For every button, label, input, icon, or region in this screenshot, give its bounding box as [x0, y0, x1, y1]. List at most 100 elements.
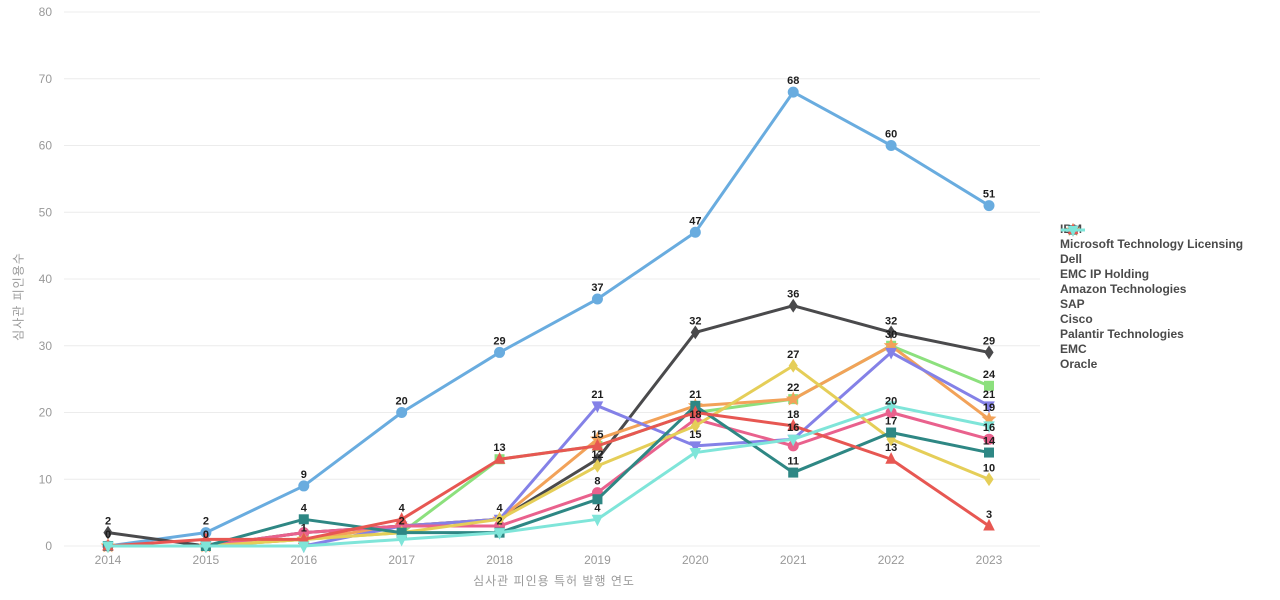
triangle-down-marker[interactable]	[689, 448, 702, 460]
legend-item-dell[interactable]: Dell	[1060, 225, 1243, 266]
y-tick-label: 10	[39, 472, 53, 486]
circle-marker[interactable]	[689, 226, 701, 238]
data-label: 47	[689, 215, 701, 227]
triangle-down-marker[interactable]	[591, 401, 604, 413]
data-label: 4	[594, 502, 601, 514]
legend-item-microsoft-technology-licensing[interactable]: Microsoft Technology Licensing	[1060, 223, 1244, 251]
data-label: 13	[885, 442, 897, 454]
diamond-marker[interactable]	[690, 418, 700, 433]
legend-item-cisco[interactable]: Cisco	[1060, 223, 1243, 326]
triangle-down-marker[interactable]	[689, 441, 702, 453]
square-marker[interactable]	[886, 427, 897, 438]
diamond-marker[interactable]	[690, 325, 700, 340]
square-marker[interactable]	[984, 380, 994, 391]
circle-marker[interactable]	[494, 346, 506, 358]
circle-marker[interactable]	[885, 140, 897, 151]
legend-label: Cisco	[1060, 312, 1093, 326]
legend-item-oracle[interactable]: Oracle	[1060, 226, 1243, 371]
triangle-down-marker[interactable]	[395, 534, 408, 547]
y-tick-label: 30	[39, 339, 53, 353]
circle-marker[interactable]	[983, 200, 995, 212]
data-label: 17	[885, 416, 897, 428]
circle-marker[interactable]	[396, 407, 408, 418]
data-label: 0	[203, 529, 209, 541]
data-label: 30	[885, 329, 897, 341]
series-oracle	[102, 401, 995, 554]
data-label: 68	[787, 75, 799, 87]
data-label: 14	[983, 436, 996, 448]
triangle-down-marker[interactable]	[591, 514, 604, 527]
legend-item-sap[interactable]: SAP	[1060, 225, 1243, 311]
diamond-marker[interactable]	[494, 512, 505, 527]
x-tick-label: 2016	[290, 553, 317, 567]
data-label: 22	[787, 382, 799, 394]
data-label: 29	[983, 335, 995, 347]
series-microsoft-technology-licensing	[103, 298, 994, 553]
legend-label: Oracle	[1060, 357, 1098, 371]
legend-item-palantir-technologies[interactable]: Palantir Technologies	[1060, 225, 1243, 341]
legend-label: Microsoft Technology Licensing	[1060, 237, 1244, 251]
legend-item-emc-ip-holding[interactable]: EMC IP Holding	[1060, 223, 1243, 281]
square-marker[interactable]	[788, 467, 799, 478]
triangle-up-marker[interactable]	[885, 452, 897, 464]
triangle-up-marker[interactable]	[787, 418, 800, 431]
x-tick-label: 2015	[193, 553, 220, 567]
data-label: 8	[594, 476, 600, 488]
legend-label: EMC IP Holding	[1060, 267, 1150, 281]
data-label: 4	[399, 502, 406, 514]
diamond-marker[interactable]	[788, 358, 798, 373]
triangle-up-marker[interactable]	[493, 452, 506, 464]
y-tick-label: 70	[39, 72, 53, 86]
data-label: 21	[983, 389, 995, 401]
circle-marker[interactable]	[591, 293, 603, 305]
diamond-marker[interactable]	[984, 472, 994, 487]
data-label: 4	[301, 502, 308, 514]
data-label: 2	[496, 516, 502, 528]
legend-item-ibm[interactable]: IBM	[1060, 222, 1243, 236]
x-tick-label: 2021	[780, 553, 807, 567]
triangle-down-marker[interactable]	[102, 541, 114, 554]
triangle-down-marker[interactable]	[983, 401, 995, 413]
data-label: 1	[301, 522, 307, 534]
data-label: 9	[301, 469, 307, 481]
triangle-down-marker[interactable]	[787, 434, 800, 447]
square-marker[interactable]	[984, 447, 994, 458]
circle-marker[interactable]	[298, 480, 310, 492]
square-marker[interactable]	[298, 514, 309, 525]
x-tick-label: 2023	[976, 553, 1003, 567]
triangle-up-marker[interactable]	[591, 438, 604, 451]
triangle-down-marker[interactable]	[983, 421, 995, 433]
triangle-down-marker[interactable]	[200, 541, 212, 554]
data-label: 12	[591, 449, 603, 461]
star-marker[interactable]	[785, 391, 801, 406]
triangle-down-icon	[1061, 226, 1085, 237]
data-label: 18	[689, 409, 701, 421]
legend-item-amazon-technologies[interactable]: Amazon Technologies	[1060, 226, 1243, 296]
triangle-down-marker[interactable]	[297, 541, 310, 554]
x-tick-label: 2014	[95, 553, 122, 567]
data-label: 29	[493, 335, 505, 347]
circle-marker[interactable]	[787, 86, 799, 98]
data-label: 60	[885, 129, 897, 141]
data-label: 2	[399, 516, 405, 528]
triangle-down-marker[interactable]	[493, 528, 506, 540]
triangle-up-marker[interactable]	[983, 518, 995, 531]
y-tick-label: 80	[39, 5, 53, 19]
diamond-marker[interactable]	[592, 458, 603, 473]
data-label: 10	[983, 462, 995, 474]
triangle-up-marker[interactable]	[395, 512, 408, 524]
legend-item-emc[interactable]: EMC	[1060, 223, 1243, 356]
triangle-down-marker[interactable]	[885, 347, 897, 360]
data-label: 3	[986, 509, 992, 521]
diamond-marker[interactable]	[984, 345, 994, 360]
data-label: 24	[983, 369, 996, 381]
triangle-down-marker[interactable]	[1067, 226, 1079, 237]
circle-marker[interactable]	[983, 433, 995, 445]
square-marker[interactable]	[592, 494, 603, 505]
diamond-marker[interactable]	[788, 298, 798, 313]
data-label: 13	[493, 442, 505, 454]
data-label: 27	[787, 349, 799, 361]
triangle-up-marker[interactable]	[689, 405, 702, 417]
triangle-down-marker[interactable]	[885, 401, 897, 413]
